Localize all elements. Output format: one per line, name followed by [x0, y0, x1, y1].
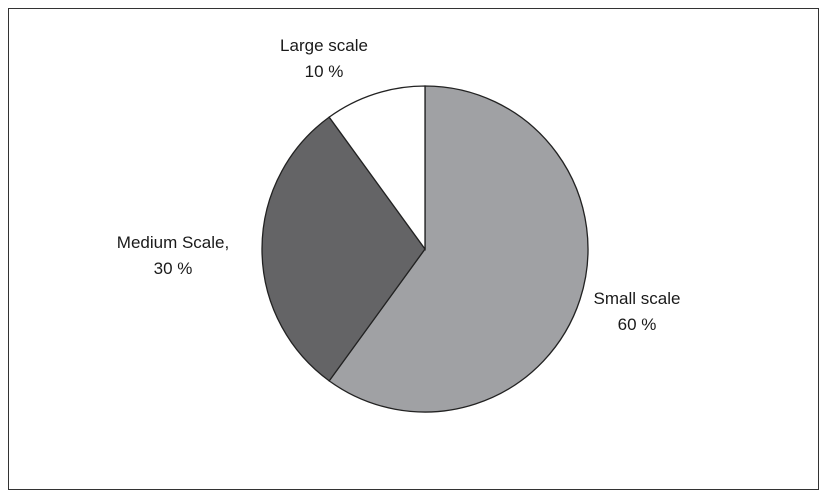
chart-frame: Small scale 60 % Medium Scale, 30 % Large sc… — [8, 8, 819, 490]
slice-label-percent: 10 % — [305, 62, 344, 81]
slice-label-name: Small scale — [594, 289, 681, 308]
slice-label-medium-scale: Medium Scale, 30 % — [117, 233, 229, 278]
slice-label-name: Large scale — [280, 36, 368, 55]
slice-label-small-scale: Small scale 60 % — [594, 289, 681, 334]
slice-label-percent: 60 % — [618, 315, 657, 334]
slice-label-name: Medium Scale, — [117, 233, 229, 252]
slice-label-percent: 30 % — [154, 259, 193, 278]
slice-label-large-scale: Large scale 10 % — [280, 36, 368, 81]
pie-chart: Small scale 60 % Medium Scale, 30 % Large sc… — [9, 9, 820, 483]
